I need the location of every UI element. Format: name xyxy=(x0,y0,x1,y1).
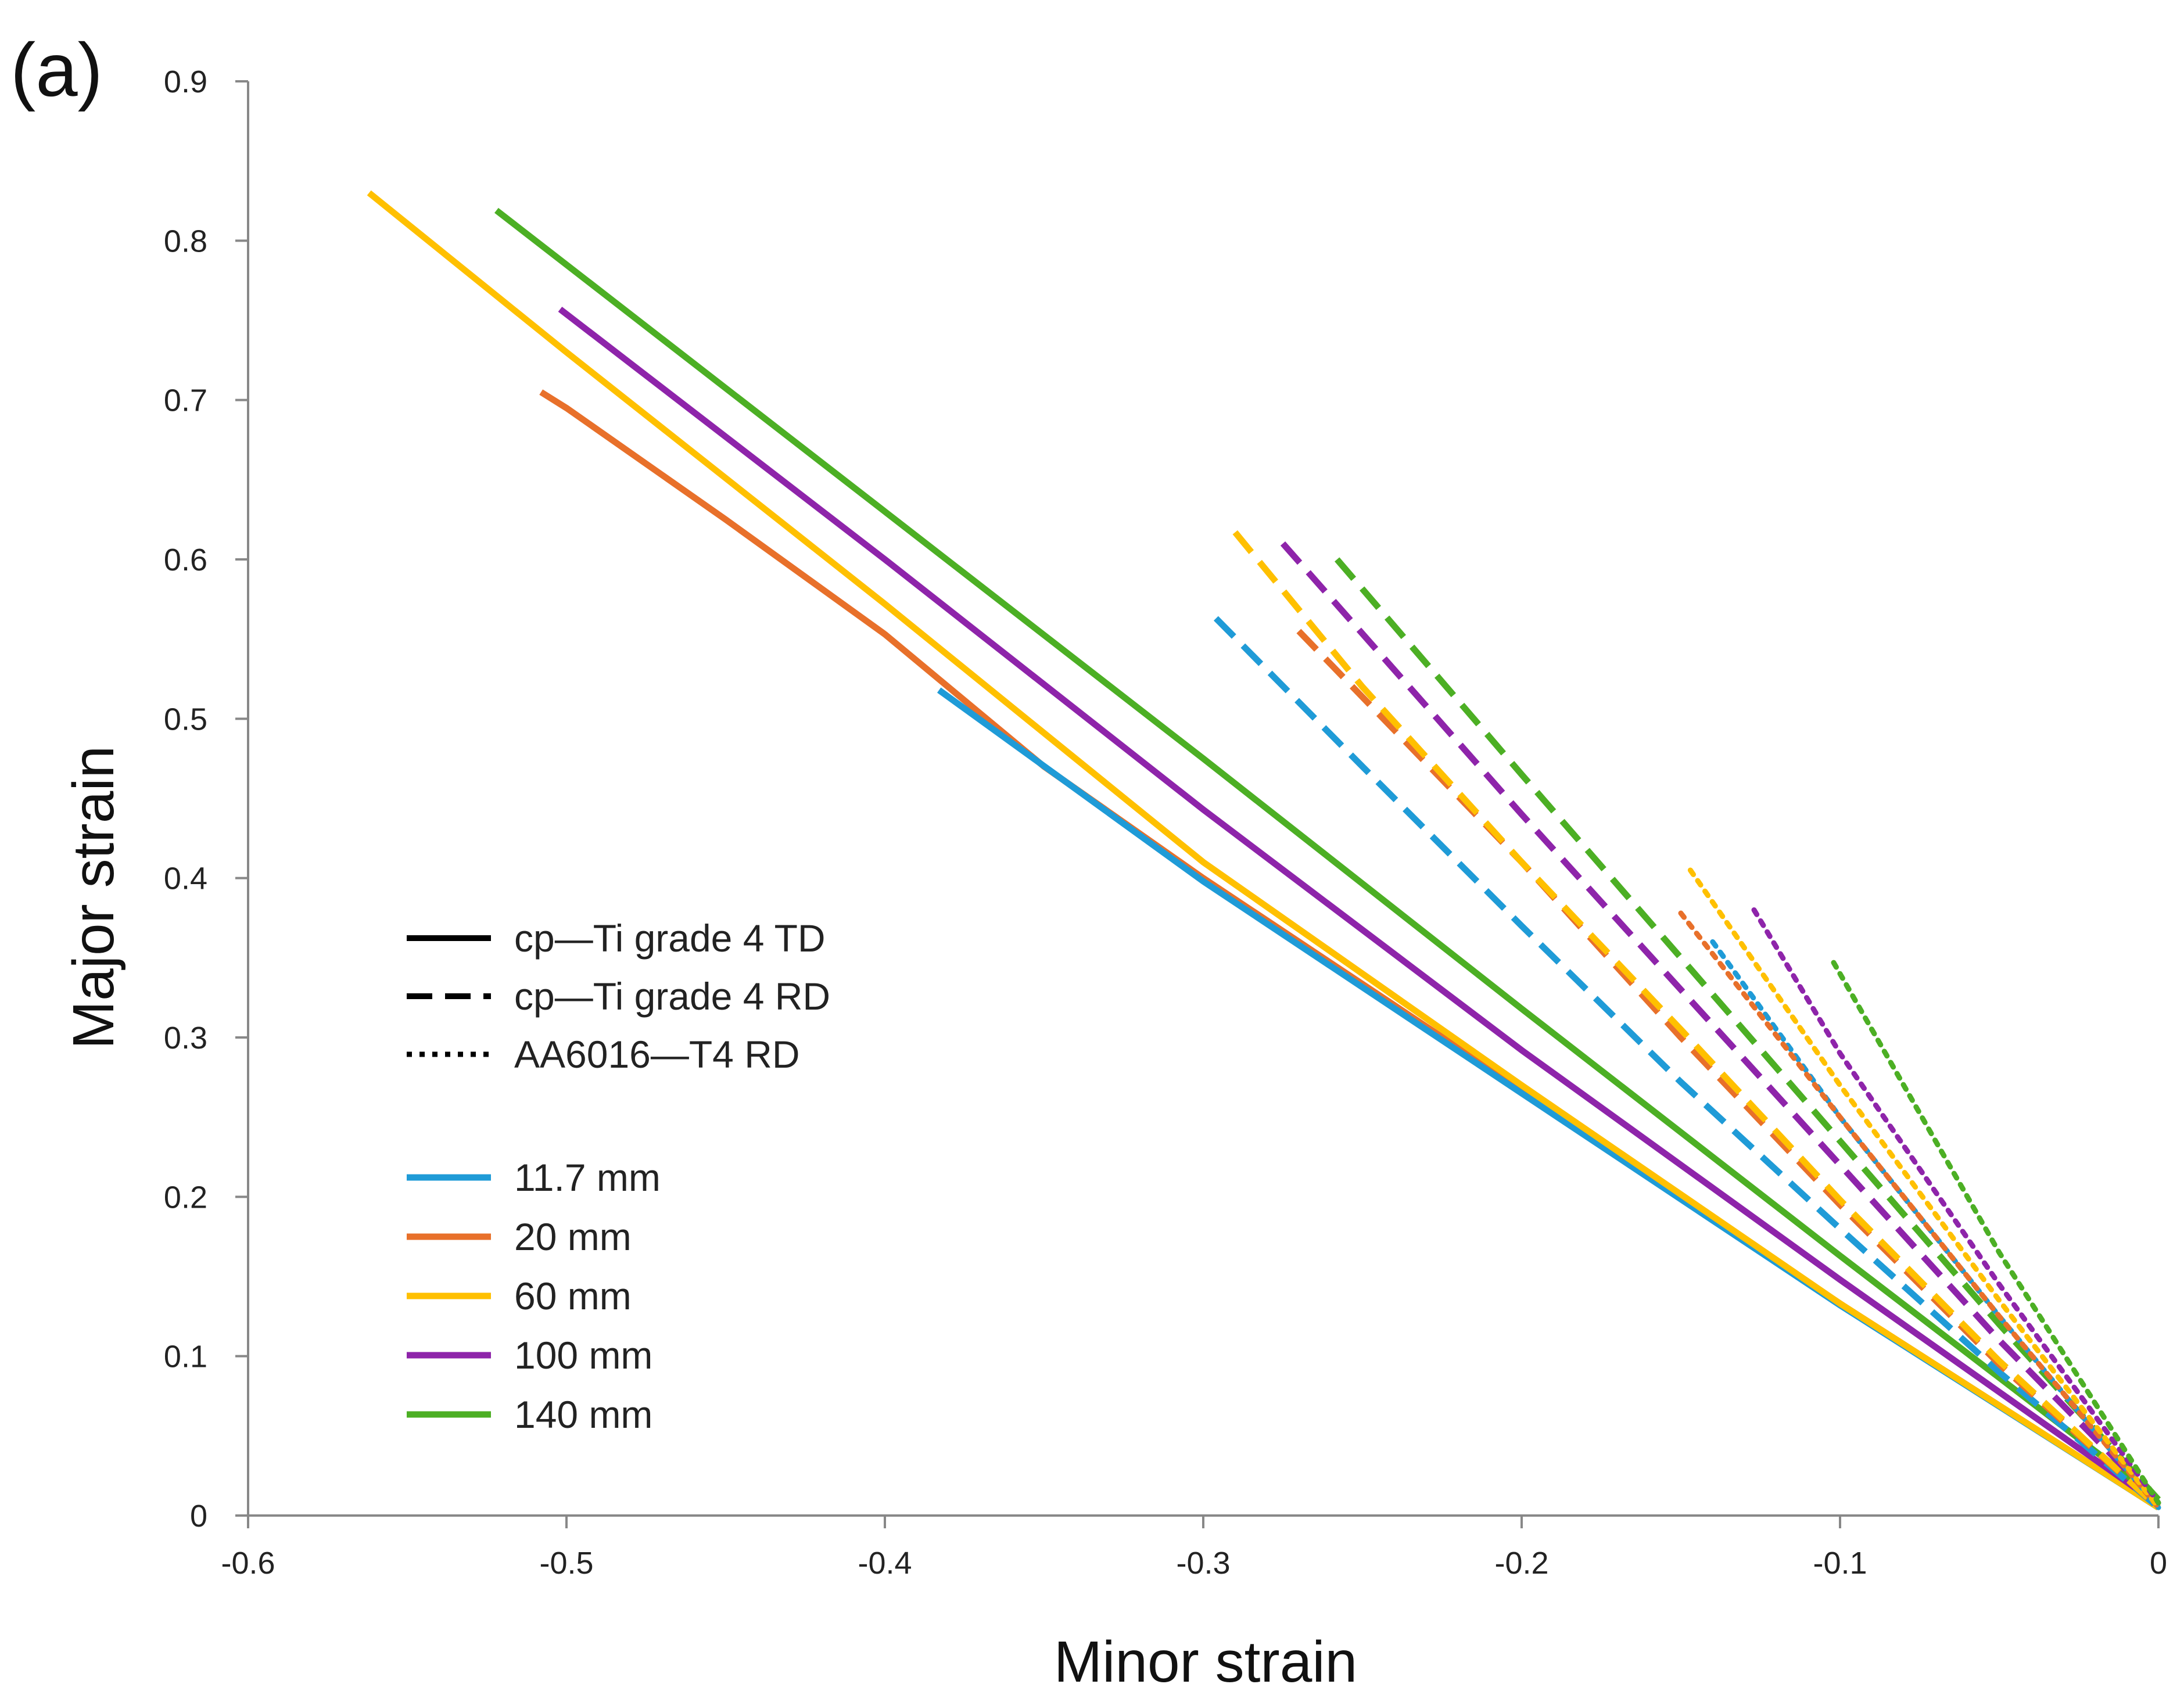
legend-label-size: 11.7 mm xyxy=(514,1156,661,1199)
series-line-dotted-140-mm xyxy=(1831,960,2161,1506)
x-axis-title: Minor strain xyxy=(1054,1629,1357,1694)
panel-label: (a) xyxy=(10,27,103,112)
x-tick-label: -0.6 xyxy=(221,1546,275,1581)
y-tick-label: 0.9 xyxy=(164,64,207,99)
legend: cp—Ti grade 4 TD cp—Ti grade 4 RD AA6016—T… xyxy=(407,917,830,1436)
legend-label-material: cp—Ti grade 4 RD xyxy=(514,975,830,1018)
y-tick-label: 0.4 xyxy=(164,861,207,896)
legend-label-material: AA6016—T4 RD xyxy=(514,1033,800,1076)
series-line-dashed-11-7-mm xyxy=(1213,616,2161,1510)
series-line-dashed-140-mm xyxy=(1335,557,2161,1502)
x-tick-label: -0.5 xyxy=(539,1546,593,1581)
x-axis-ticks: -0.6 -0.5 -0.4 -0.3 -0.2 -0.1 0 xyxy=(221,1516,2167,1581)
legend-label-size: 60 mm xyxy=(514,1274,632,1317)
y-tick-label: 0.8 xyxy=(164,224,207,258)
legend-label-material: cp—Ti grade 4 TD xyxy=(514,917,826,960)
series-line-dashed-60-mm xyxy=(1232,530,2161,1510)
x-tick-label: -0.3 xyxy=(1176,1546,1230,1581)
series-line-dashed-20-mm xyxy=(1296,629,2161,1510)
series-line-dotted-20-mm xyxy=(1678,910,2161,1510)
y-tick-label: 0.7 xyxy=(164,383,207,418)
y-tick-label: 0.6 xyxy=(164,543,207,577)
series-line-solid-100-mm xyxy=(558,306,2161,1507)
y-axis-title: Major strain xyxy=(61,746,126,1049)
legend-label-size: 100 mm xyxy=(514,1334,652,1377)
x-tick-label: -0.1 xyxy=(1813,1546,1867,1581)
y-tick-label: 0.3 xyxy=(164,1021,207,1055)
y-tick-label: 0.2 xyxy=(164,1180,207,1215)
x-tick-label: -0.4 xyxy=(858,1546,912,1581)
series-line-solid-140-mm xyxy=(494,207,2161,1502)
legend-label-size: 20 mm xyxy=(514,1215,632,1258)
legend-label-size: 140 mm xyxy=(514,1393,652,1436)
y-tick-label: 0 xyxy=(190,1499,207,1534)
series-line-dotted-100-mm xyxy=(1751,907,2161,1506)
series-line-solid-60-mm xyxy=(367,190,2160,1510)
y-tick-label: 0.1 xyxy=(164,1340,207,1374)
series-line-solid-11-7-mm xyxy=(937,687,2160,1510)
y-axis-ticks: 0 0.1 0.2 0.3 0.4 0.5 0.6 0.7 0.8 0.9 xyxy=(164,64,248,1534)
x-tick-label: -0.2 xyxy=(1494,1546,1548,1581)
x-tick-label: 0 xyxy=(2150,1546,2167,1581)
y-tick-label: 0.5 xyxy=(164,702,207,737)
series-group xyxy=(367,190,2161,1510)
series-line-dotted-60-mm xyxy=(1687,867,2161,1510)
